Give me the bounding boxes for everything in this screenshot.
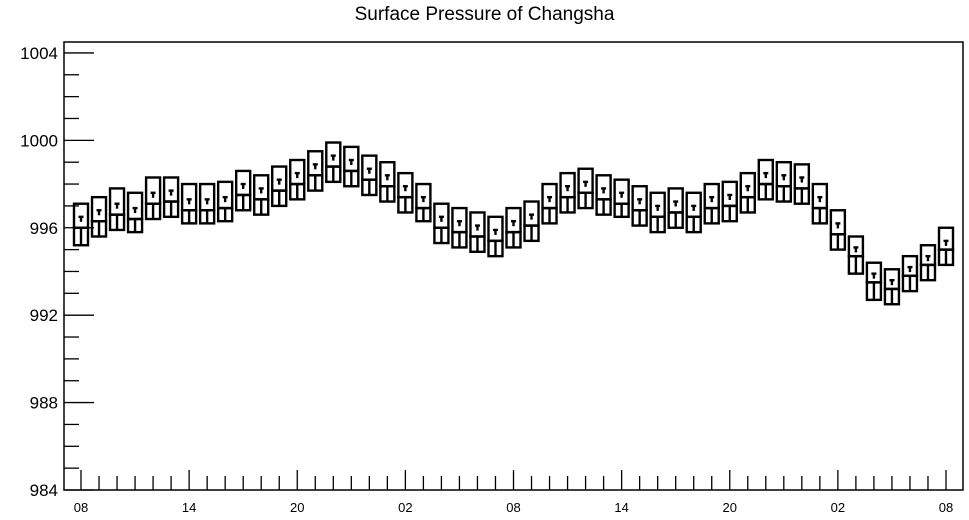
box-group: [361, 154, 378, 197]
box-group: [595, 174, 612, 216]
box-group: [433, 202, 450, 245]
box-group: [487, 215, 504, 258]
box-group: [883, 268, 901, 306]
x-tick-label: 02: [398, 500, 412, 515]
box-group: [865, 261, 883, 302]
box-upper: [198, 182, 216, 212]
box-group: [253, 174, 270, 216]
box-group: [613, 178, 630, 219]
box-group: [523, 200, 540, 243]
x-tick-label: 20: [723, 500, 737, 515]
box-group: [667, 187, 684, 229]
box-group: [577, 167, 594, 210]
box-upper: [937, 226, 955, 251]
box-group: [811, 182, 829, 225]
box-group: [793, 163, 811, 205]
box-group: [162, 176, 180, 219]
box-group: [469, 211, 486, 253]
x-tick-label: 02: [831, 500, 845, 515]
box-group: [325, 141, 342, 184]
box-upper: [126, 191, 144, 221]
y-tick-label: 992: [30, 306, 58, 325]
box-group: [397, 171, 414, 214]
box-upper: [108, 187, 126, 216]
y-tick-label: 1004: [20, 44, 58, 63]
box-group: [415, 182, 432, 223]
box-group: [901, 254, 919, 293]
y-tick-label: 996: [30, 219, 58, 238]
box-group: [234, 169, 252, 212]
y-tick-label: 1000: [20, 131, 58, 150]
box-group: [919, 244, 937, 282]
box-group: [144, 176, 162, 221]
box-group: [271, 165, 288, 208]
box-group: [216, 180, 234, 223]
box-group: [198, 182, 216, 225]
box-group: [937, 226, 955, 267]
y-axis: 1004 1000 996 992 988 984: [20, 44, 94, 500]
box-group: [180, 182, 198, 225]
box-group: [307, 150, 324, 192]
box-group: [108, 187, 126, 232]
box-upper: [144, 176, 162, 205]
x-tick-label: 08: [74, 500, 88, 515]
x-tick-label: 14: [614, 500, 628, 515]
box-group: [289, 158, 306, 201]
x-tick-label: 08: [939, 500, 953, 515]
x-tick-label: 20: [290, 500, 304, 515]
box-group: [649, 191, 666, 234]
box-group: [739, 171, 756, 214]
x-axis: 08 14 20 02 08 14 20 02 08: [74, 470, 953, 515]
box-group: [451, 206, 468, 249]
box-group: [505, 206, 522, 249]
box-group: [775, 160, 793, 203]
plot-frame: [63, 41, 964, 491]
chart-title: Surface Pressure of Changsha: [354, 4, 615, 25]
box-group: [631, 185, 648, 227]
box-series: [72, 141, 955, 306]
box-group: [343, 145, 360, 188]
box-group: [721, 180, 738, 223]
box-upper: [180, 182, 198, 212]
box-group: [72, 202, 90, 247]
box-group: [559, 171, 576, 214]
box-group: [685, 191, 702, 234]
x-tick-label: 14: [182, 500, 196, 515]
y-tick-label: 988: [30, 394, 58, 413]
box-group: [379, 160, 396, 203]
box-group: [757, 158, 774, 201]
box-group: [90, 195, 108, 238]
box-group: [126, 191, 144, 234]
y-tick-label: 984: [30, 481, 58, 500]
box-group: [847, 235, 865, 275]
box-upper: [216, 180, 234, 210]
box-group: [829, 209, 847, 251]
x-tick-label: 08: [506, 500, 520, 515]
box-group: [703, 182, 720, 225]
box-group: [541, 182, 558, 225]
